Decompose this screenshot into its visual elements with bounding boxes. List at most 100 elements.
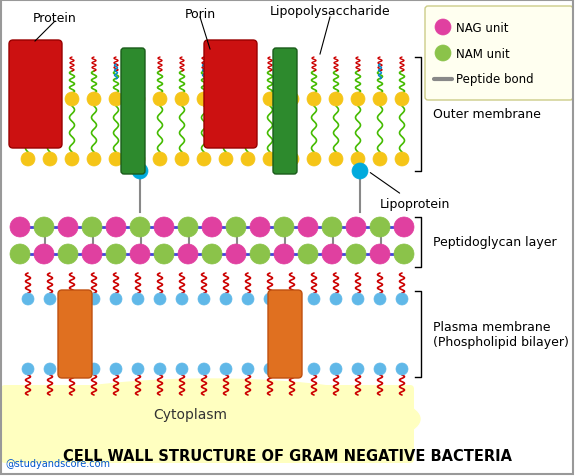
Circle shape — [352, 164, 368, 179]
Circle shape — [351, 93, 365, 107]
Circle shape — [285, 153, 299, 167]
Circle shape — [132, 164, 148, 179]
Circle shape — [22, 363, 34, 375]
Text: Porin: Porin — [185, 8, 216, 21]
Circle shape — [82, 218, 102, 238]
Circle shape — [175, 153, 189, 167]
Circle shape — [274, 245, 294, 265]
Circle shape — [197, 153, 211, 167]
Circle shape — [374, 293, 386, 306]
Circle shape — [307, 153, 321, 167]
Circle shape — [202, 218, 222, 238]
Circle shape — [197, 93, 211, 107]
FancyBboxPatch shape — [425, 7, 573, 101]
Circle shape — [202, 245, 222, 265]
Circle shape — [307, 93, 321, 107]
Circle shape — [88, 363, 100, 375]
Circle shape — [226, 245, 246, 265]
Text: Cytoplasm: Cytoplasm — [153, 407, 227, 421]
Circle shape — [373, 153, 387, 167]
Circle shape — [176, 293, 188, 306]
Text: Peptide bond: Peptide bond — [456, 73, 534, 86]
Circle shape — [110, 293, 122, 306]
Circle shape — [242, 363, 254, 375]
Circle shape — [132, 293, 144, 306]
Circle shape — [396, 363, 408, 375]
Circle shape — [264, 363, 276, 375]
Circle shape — [274, 218, 294, 238]
Circle shape — [394, 245, 414, 265]
Circle shape — [178, 245, 198, 265]
Circle shape — [322, 245, 342, 265]
Circle shape — [34, 218, 54, 238]
Circle shape — [175, 93, 189, 107]
Circle shape — [219, 93, 233, 107]
Circle shape — [58, 245, 78, 265]
Circle shape — [34, 245, 54, 265]
Circle shape — [329, 93, 343, 107]
Circle shape — [285, 93, 299, 107]
Circle shape — [154, 293, 166, 306]
Circle shape — [10, 245, 30, 265]
Circle shape — [330, 363, 342, 375]
Text: Lipopolysaccharide: Lipopolysaccharide — [270, 5, 390, 18]
Circle shape — [370, 245, 390, 265]
Text: NAM unit: NAM unit — [456, 48, 510, 60]
Circle shape — [87, 93, 101, 107]
Circle shape — [374, 363, 386, 375]
Circle shape — [250, 218, 270, 238]
Circle shape — [241, 153, 255, 167]
Circle shape — [66, 293, 78, 306]
Circle shape — [346, 218, 366, 238]
Circle shape — [87, 153, 101, 167]
Circle shape — [21, 93, 35, 107]
Circle shape — [66, 363, 78, 375]
Circle shape — [154, 218, 174, 238]
Text: CELL WALL STRUCTURE OF GRAM NEGATIVE BACTERIA: CELL WALL STRUCTURE OF GRAM NEGATIVE BAC… — [63, 448, 512, 464]
Circle shape — [65, 153, 79, 167]
FancyBboxPatch shape — [58, 290, 92, 378]
Circle shape — [220, 363, 232, 375]
Circle shape — [394, 218, 414, 238]
Circle shape — [329, 153, 343, 167]
Circle shape — [110, 363, 122, 375]
Circle shape — [220, 293, 232, 306]
Circle shape — [44, 363, 56, 375]
Circle shape — [298, 218, 318, 238]
Circle shape — [198, 293, 210, 306]
Circle shape — [286, 363, 298, 375]
Ellipse shape — [0, 379, 420, 459]
Circle shape — [106, 218, 126, 238]
Circle shape — [153, 153, 167, 167]
Circle shape — [263, 153, 277, 167]
Circle shape — [109, 153, 123, 167]
Circle shape — [396, 293, 408, 306]
Circle shape — [286, 293, 298, 306]
Circle shape — [198, 363, 210, 375]
Circle shape — [226, 218, 246, 238]
FancyBboxPatch shape — [273, 49, 297, 175]
Circle shape — [58, 218, 78, 238]
FancyBboxPatch shape — [121, 49, 145, 175]
Text: Peptidoglycan layer: Peptidoglycan layer — [433, 236, 557, 249]
Circle shape — [242, 293, 254, 306]
Text: @studyandscore.com: @studyandscore.com — [5, 458, 110, 468]
Circle shape — [131, 93, 145, 107]
Circle shape — [88, 293, 100, 306]
Circle shape — [351, 153, 365, 167]
Circle shape — [22, 293, 34, 306]
Circle shape — [106, 245, 126, 265]
Text: Lipoprotein: Lipoprotein — [370, 173, 450, 211]
Circle shape — [44, 293, 56, 306]
Circle shape — [154, 245, 174, 265]
Text: Plasma membrane
(Phospholipid bilayer): Plasma membrane (Phospholipid bilayer) — [433, 320, 569, 348]
Circle shape — [373, 93, 387, 107]
Circle shape — [10, 218, 30, 238]
Circle shape — [346, 245, 366, 265]
Circle shape — [65, 93, 79, 107]
FancyBboxPatch shape — [268, 290, 302, 378]
Circle shape — [395, 153, 409, 167]
Circle shape — [43, 93, 57, 107]
Circle shape — [308, 363, 320, 375]
Circle shape — [322, 218, 342, 238]
